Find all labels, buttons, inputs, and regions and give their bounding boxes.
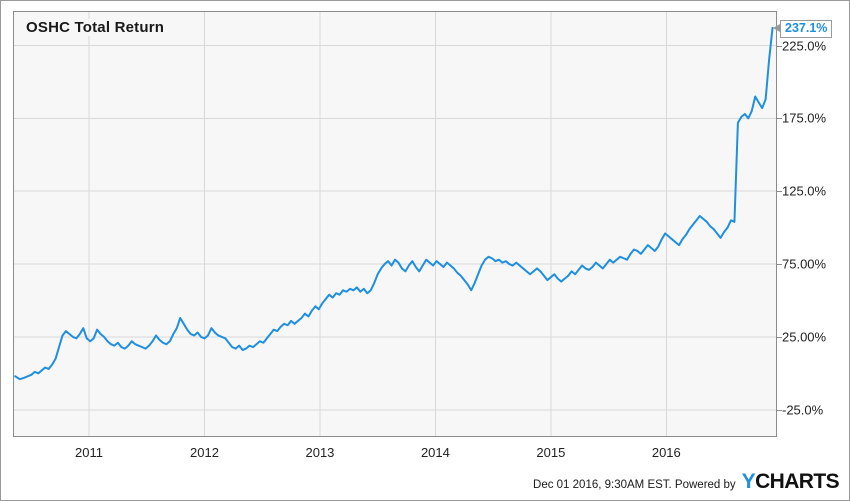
- y-axis-tick-mark: [777, 118, 782, 120]
- x-axis-tick-label: 2012: [190, 445, 219, 460]
- gridlines: [14, 12, 776, 436]
- ycharts-logo-rest: CHARTS: [755, 470, 840, 493]
- x-axis-tick-label: 2014: [420, 445, 450, 460]
- y-axis-tick-label: 75.00%: [782, 256, 827, 272]
- y-axis-tick-label: 125.0%: [782, 183, 827, 199]
- y-axis-tick-label: 175.0%: [782, 110, 827, 126]
- last-value-badge: 237.1%: [780, 19, 833, 38]
- y-axis-tick-mark: [777, 45, 782, 47]
- chart-title: OSHC Total Return: [24, 19, 167, 36]
- x-axis-tick-label: 2015: [536, 445, 566, 460]
- y-axis-tick-mark: [777, 264, 782, 266]
- ycharts-logo-y: Y: [741, 470, 756, 493]
- y-axis-tick-label: -25.0%: [782, 402, 824, 418]
- series-line-oshc-total-return: [14, 26, 774, 381]
- footer-timestamp: Dec 01 2016, 9:30AM EST. Powered by: [533, 479, 736, 491]
- plot-area: OSHC Total Return: [13, 11, 777, 437]
- footer: Dec 01 2016, 9:30AM EST. Powered by YCHA…: [533, 470, 840, 493]
- callout-pointer-icon: [773, 23, 780, 32]
- x-axis-tick-label: 2016: [651, 445, 681, 460]
- plot-inner: [14, 12, 776, 436]
- y-axis-tick-mark: [777, 191, 782, 193]
- x-axis-tick-label: 2013: [305, 445, 335, 460]
- x-axis-tick-label: 2011: [75, 445, 104, 460]
- y-axis-tick-mark: [777, 336, 782, 338]
- ycharts-logo: YCHARTS: [741, 470, 840, 493]
- y-axis-tick-label: 25.00%: [782, 329, 827, 345]
- y-axis-tick-label: 225.0%: [782, 38, 827, 53]
- y-axis-tick-mark: [777, 409, 782, 411]
